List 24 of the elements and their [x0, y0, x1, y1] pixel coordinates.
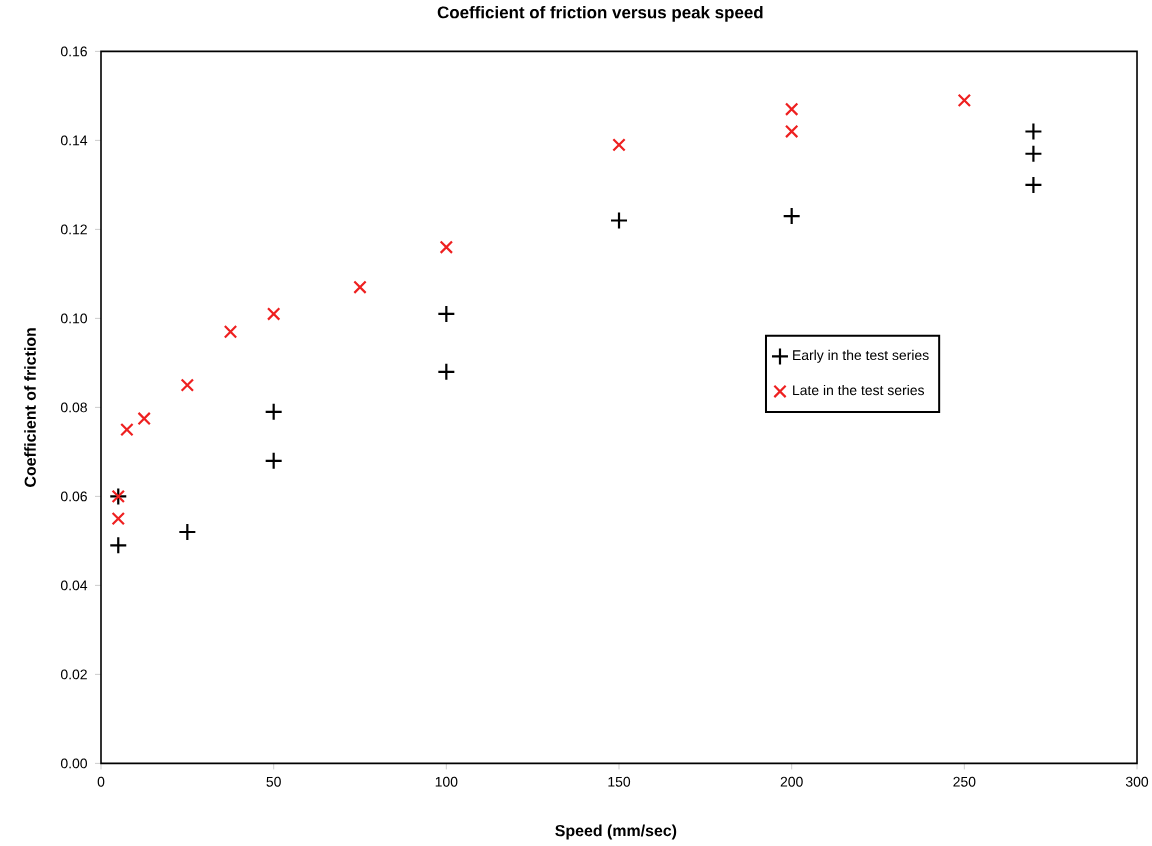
point [609, 211, 629, 230]
point [264, 451, 283, 470]
point [439, 240, 454, 254]
point [264, 402, 283, 421]
point [782, 206, 801, 226]
chart-title: Coefficient of friction versus peak speed [437, 5, 763, 22]
point [266, 307, 281, 321]
point [784, 102, 799, 116]
point [957, 93, 972, 108]
point [353, 280, 367, 294]
point [111, 511, 126, 526]
point [223, 324, 238, 339]
point [437, 304, 456, 324]
point [784, 124, 799, 139]
point [178, 522, 197, 542]
point [612, 138, 626, 152]
point [180, 378, 195, 392]
point [1024, 122, 1043, 141]
point [109, 536, 128, 555]
point [1024, 144, 1043, 163]
point [120, 422, 134, 437]
point [437, 362, 456, 381]
point [1024, 175, 1043, 194]
point [137, 411, 151, 426]
